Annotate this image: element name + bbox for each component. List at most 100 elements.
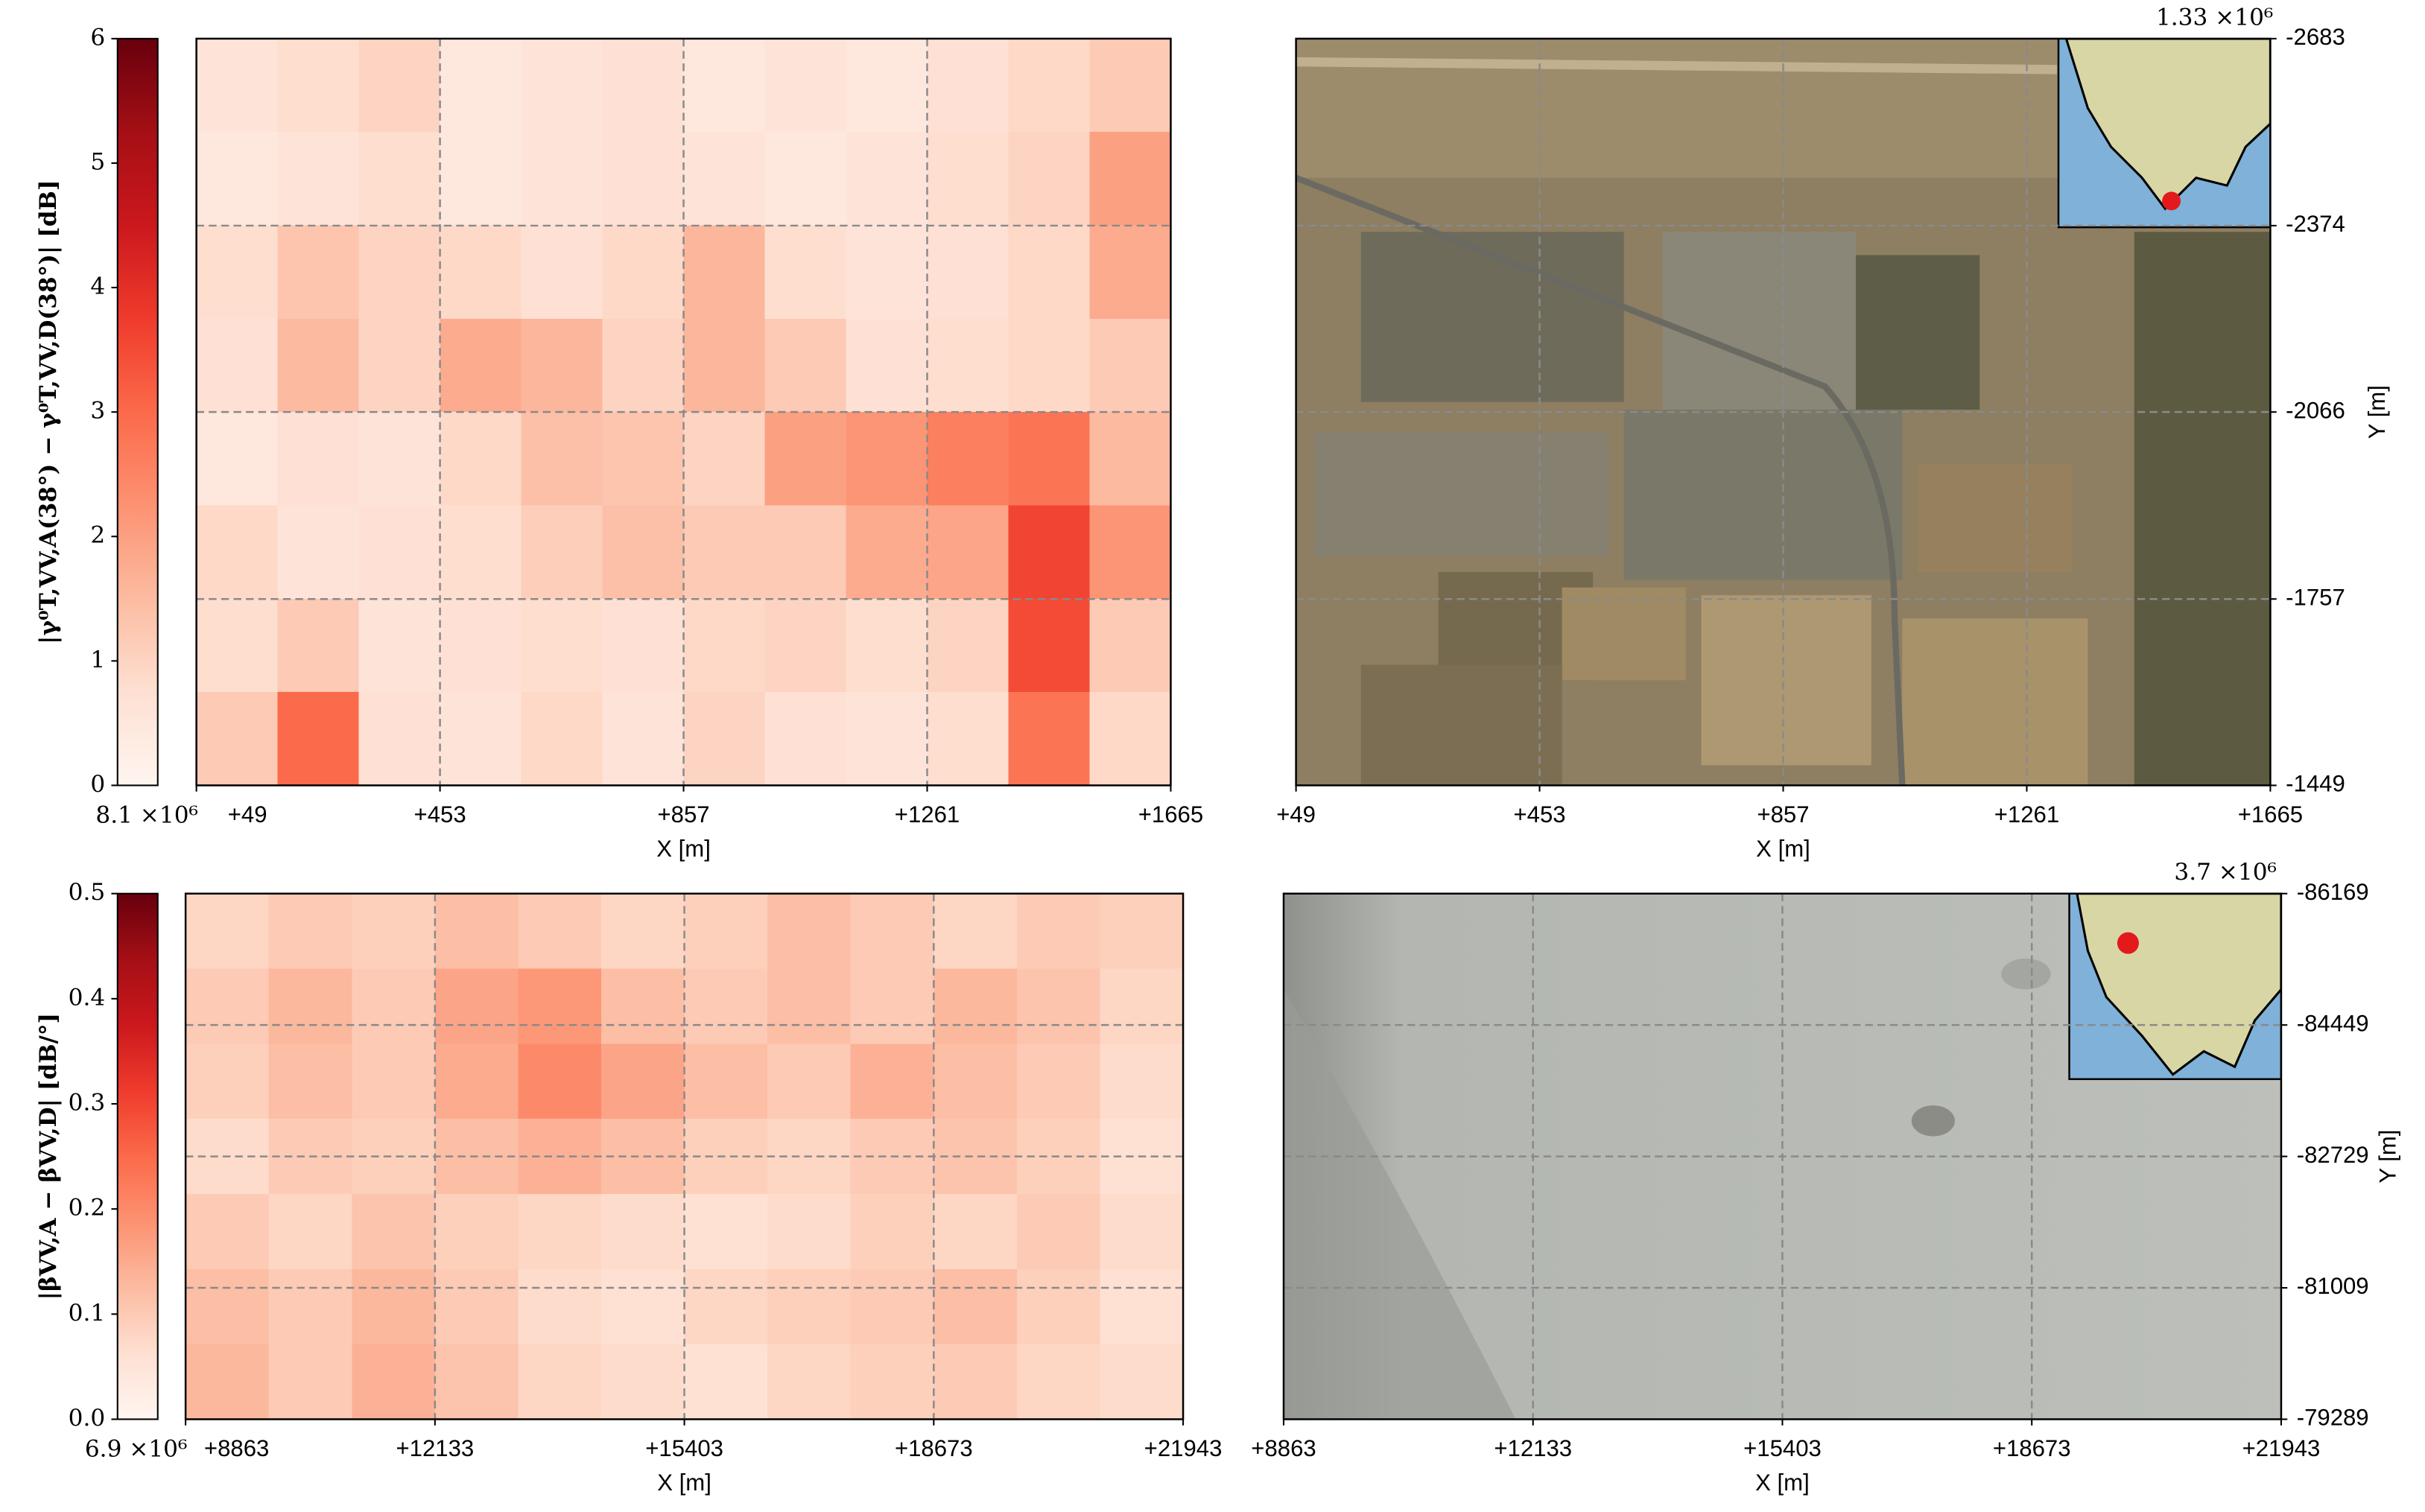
heatmap-cell bbox=[767, 1344, 852, 1420]
heatmap-cell bbox=[268, 893, 353, 970]
heatmap-cell bbox=[352, 1194, 436, 1270]
heatmap-cell bbox=[601, 893, 685, 970]
heatmap-cell bbox=[1089, 505, 1172, 600]
heatmap-cell bbox=[518, 1044, 602, 1120]
heatmap-cell bbox=[933, 893, 1018, 970]
heatmap-cell bbox=[684, 893, 768, 970]
heatmap-cell bbox=[764, 38, 847, 133]
heatmap-cell bbox=[521, 225, 603, 320]
heatmap-cell bbox=[196, 225, 279, 320]
x-tick-label: +49 bbox=[1276, 801, 1316, 828]
heatmap-cell bbox=[196, 412, 279, 506]
heatmap-cell bbox=[767, 1044, 852, 1120]
heatmap-cell bbox=[850, 893, 935, 970]
heatmap-cell bbox=[933, 1268, 1018, 1345]
heatmap-cell bbox=[850, 1344, 935, 1420]
heatmap-cell bbox=[601, 1044, 685, 1120]
heatmap-cell bbox=[846, 598, 928, 693]
heatmap-cell bbox=[352, 968, 436, 1045]
heatmap-cell bbox=[186, 968, 270, 1045]
heatmap-cell bbox=[764, 505, 847, 600]
heatmap-cell bbox=[434, 1194, 519, 1270]
heatmap-cell bbox=[277, 505, 360, 600]
heatmap-cell bbox=[1089, 225, 1172, 320]
heatmap-cell bbox=[518, 1268, 602, 1345]
heatmap-cell bbox=[933, 1044, 1018, 1120]
heatmap-cell bbox=[186, 893, 270, 970]
x-tick-label: +8863 bbox=[1251, 1435, 1316, 1461]
colorbar-tick-label: 0 bbox=[90, 771, 105, 798]
heatmap-cell bbox=[440, 598, 522, 693]
road bbox=[1296, 57, 2058, 74]
x-tick-label: +21943 bbox=[1144, 1435, 1223, 1461]
heatmap-cell bbox=[358, 692, 441, 787]
heatmap-cell bbox=[764, 412, 847, 506]
colorbar-tick-label: 6 bbox=[90, 24, 105, 51]
heatmap-cell bbox=[850, 1268, 935, 1345]
heatmap-cell bbox=[684, 1044, 768, 1120]
heatmap-cell bbox=[601, 1268, 685, 1345]
heatmap-cell bbox=[927, 692, 1009, 787]
crater bbox=[1911, 1105, 1955, 1137]
heatmap-cell bbox=[358, 225, 441, 320]
heatmap-cell bbox=[1016, 968, 1101, 1045]
heatmap-cell bbox=[440, 318, 522, 413]
heatmap-cell bbox=[186, 1044, 270, 1120]
heatmap-cell bbox=[767, 893, 852, 970]
x-tick-label: +1261 bbox=[1994, 801, 2059, 828]
heatmap-cell bbox=[352, 893, 436, 970]
heatmap-cell bbox=[186, 1194, 270, 1270]
heatmap-cell bbox=[1100, 893, 1184, 970]
inset-offset-label: 3.7 ×10⁶ bbox=[2174, 859, 2277, 886]
field bbox=[1701, 595, 1871, 766]
heatmap-cell bbox=[684, 1194, 768, 1270]
heatmap-cell bbox=[602, 505, 685, 600]
heatmap-cell bbox=[683, 505, 766, 600]
heatmap-cell bbox=[927, 598, 1009, 693]
field bbox=[1856, 255, 1980, 410]
heatmap-cell bbox=[927, 38, 1009, 133]
heatmap-cell bbox=[440, 412, 522, 506]
x-tick-label: +18673 bbox=[1993, 1435, 2071, 1461]
heatmap-cell bbox=[1016, 1044, 1101, 1120]
heatmap-cell bbox=[440, 692, 522, 787]
y-axis-label: Y [m] bbox=[2364, 385, 2390, 439]
heatmap-cell bbox=[268, 1044, 353, 1120]
x-tick-label: +18673 bbox=[895, 1435, 973, 1461]
heatmap-cell bbox=[352, 1044, 436, 1120]
heatmap-cell bbox=[1008, 38, 1091, 133]
colorbar bbox=[116, 892, 159, 1420]
colorbar-tick-label: 0.3 bbox=[69, 1090, 106, 1116]
heatmap-cell bbox=[927, 505, 1009, 600]
heatmap-cell bbox=[1008, 318, 1091, 413]
heatmap-cell bbox=[196, 132, 279, 226]
heatmap-cell bbox=[186, 1268, 270, 1345]
heatmap-cell bbox=[846, 412, 928, 506]
heatmap-cell bbox=[186, 1344, 270, 1420]
location-marker bbox=[2117, 932, 2139, 954]
field bbox=[1360, 232, 1624, 402]
x-axis-label: X [m] bbox=[656, 836, 711, 862]
y-tick-label: -86169 bbox=[2297, 879, 2369, 905]
colorbar-tick-label: 0.0 bbox=[69, 1405, 106, 1432]
colorbar-tick-label: 4 bbox=[90, 273, 105, 300]
y-tick-label: -2066 bbox=[2286, 397, 2345, 423]
heatmap-cell bbox=[1089, 318, 1172, 413]
heatmap-cell bbox=[1016, 1344, 1101, 1420]
heatmap-cell bbox=[601, 968, 685, 1045]
x-tick-label: +857 bbox=[1757, 801, 1809, 828]
heatmap-cell bbox=[684, 1344, 768, 1420]
y-tick-label: -81009 bbox=[2297, 1273, 2369, 1299]
heatmap-cell bbox=[268, 1194, 353, 1270]
heatmap-cell bbox=[1100, 1268, 1184, 1345]
heatmap-cell bbox=[933, 1194, 1018, 1270]
heatmap-cell bbox=[521, 598, 603, 693]
heatmap-cell bbox=[518, 1344, 602, 1420]
heatmap-cell bbox=[602, 318, 685, 413]
heatmap-cell bbox=[277, 38, 360, 133]
heatmap-cell bbox=[684, 1268, 768, 1345]
heatmap-cell bbox=[602, 38, 685, 133]
heatmap-cell bbox=[927, 318, 1009, 413]
heatmap-cell bbox=[1008, 505, 1091, 600]
heatmap-cell bbox=[683, 412, 766, 506]
